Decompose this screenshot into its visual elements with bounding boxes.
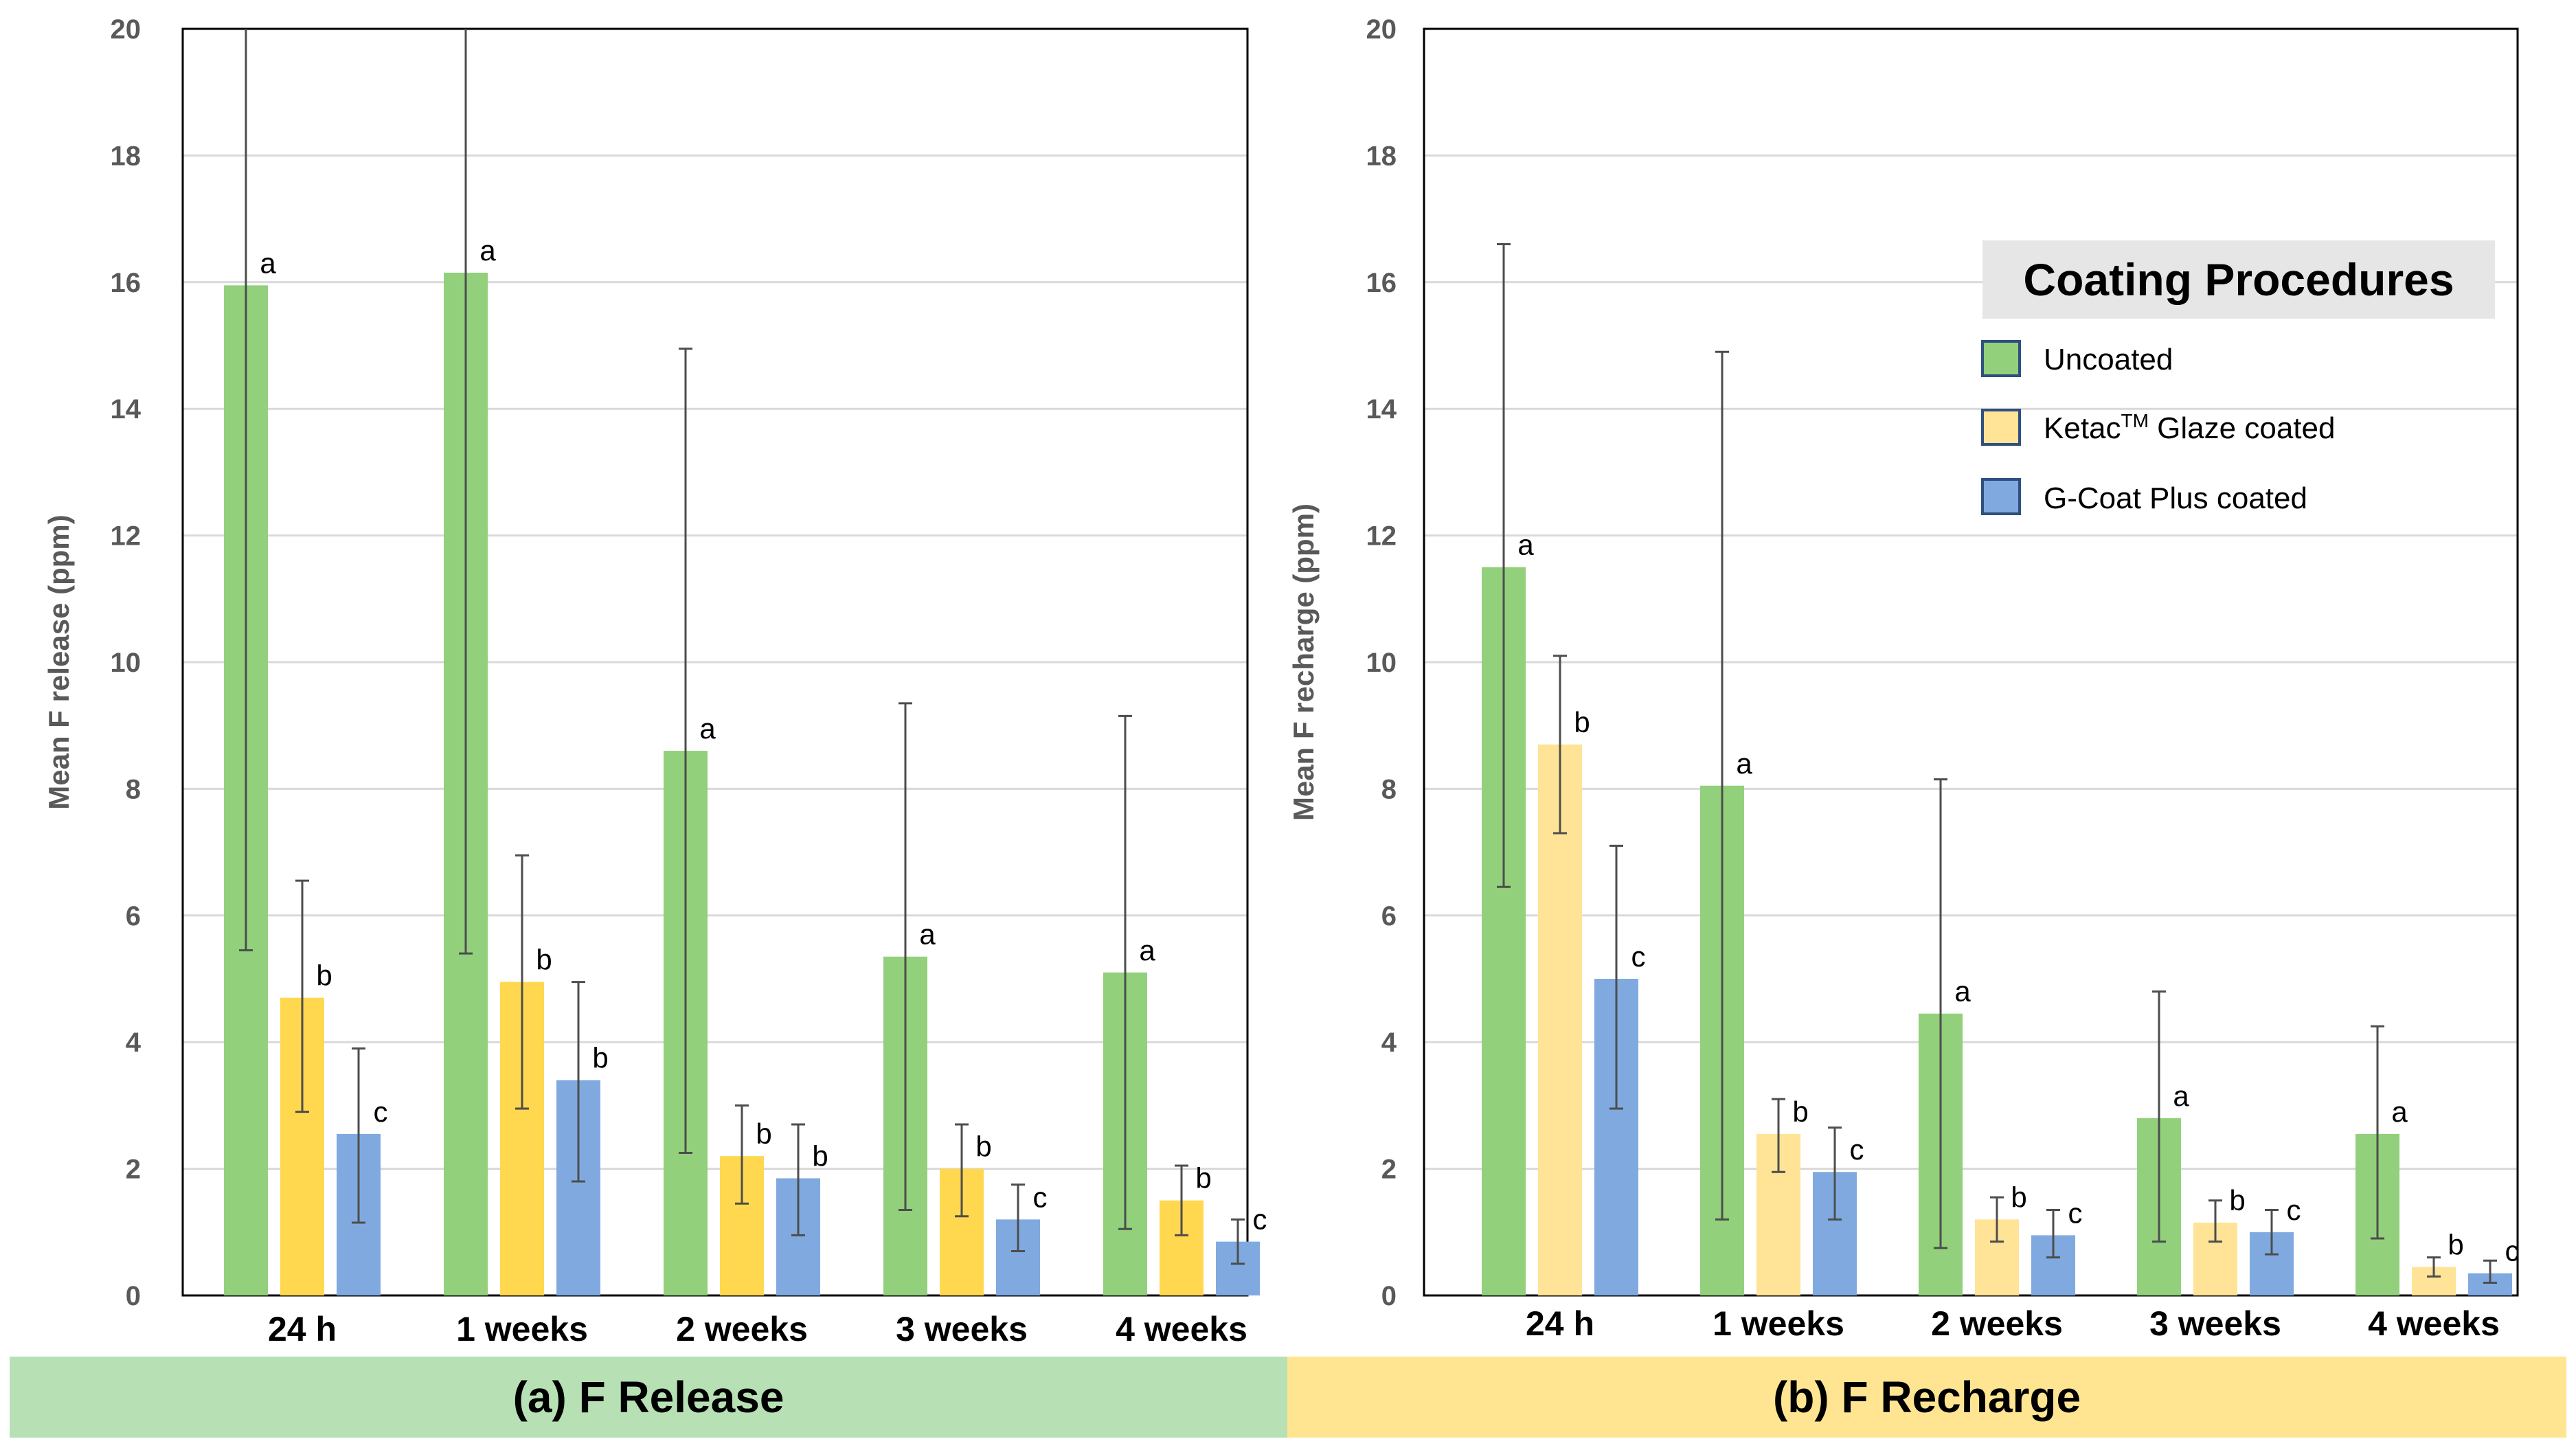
significance-label: c [2068, 1197, 2083, 1229]
y-tick-label: 16 [1366, 268, 1397, 298]
x-category-label: 2 weeks [1931, 1304, 2063, 1343]
significance-label: a [2391, 1096, 2408, 1128]
y-tick-label: 18 [111, 141, 142, 171]
panel-a-chart: 0 2 4 6 8 10 12 14 16 18 20 Mean F release (ppm) a b c… [43, 14, 1267, 1348]
significance-label: b [316, 960, 332, 992]
y-tick-label: 8 [126, 774, 141, 804]
significance-label: b [2229, 1184, 2245, 1216]
x-category-label: 2 weeks [676, 1310, 808, 1348]
y-tick-label: 14 [111, 394, 142, 424]
panel-a-title-band [10, 1357, 1287, 1438]
significance-label: a [919, 918, 936, 951]
plot-area-border [181, 27, 1249, 1297]
panel-a-title: (a) F Release [513, 1372, 784, 1422]
significance-label: a [260, 247, 276, 279]
y-axis-label: Mean F release (ppm) [43, 514, 75, 809]
y-tick-label: 20 [1366, 14, 1397, 45]
panel-b-title: (b) F Recharge [1773, 1372, 2081, 1422]
significance-label: a [479, 234, 496, 267]
y-tick-label: 2 [1381, 1155, 1397, 1185]
significance-label: b [756, 1118, 771, 1150]
y-tick-label: 12 [1366, 521, 1397, 552]
significance-label: b [1792, 1096, 1808, 1128]
legend-swatch-ketac [1981, 409, 2021, 446]
y-tick-label: 16 [111, 268, 142, 298]
y-tick-label: 18 [1366, 141, 1397, 171]
significance-label: c [2287, 1194, 2301, 1226]
legend-label-gcoat: G-Coat Plus coated [2044, 482, 2307, 515]
significance-label: b [1195, 1162, 1211, 1194]
y-tick-label: 8 [1381, 774, 1397, 804]
significance-label: a [1139, 934, 1155, 966]
significance-label: c [2505, 1235, 2520, 1267]
significance-label: b [536, 944, 552, 976]
x-category-label: 24 h [1526, 1304, 1594, 1343]
x-category-label: 3 weeks [896, 1310, 1028, 1348]
significance-label: b [2011, 1181, 2026, 1213]
x-category-label: 1 weeks [456, 1310, 588, 1348]
significance-label: c [1631, 940, 1646, 973]
x-category-label: 1 weeks [1713, 1304, 1844, 1343]
significance-label: b [975, 1131, 991, 1163]
legend-title-background [1982, 240, 2495, 319]
y-tick-label: 4 [126, 1028, 142, 1058]
plot-area-border [1423, 27, 2519, 1297]
y-axis-label: Mean F recharge (ppm) [1287, 503, 1320, 821]
significance-label: b [592, 1042, 608, 1074]
y-tick-label: 14 [1366, 394, 1397, 424]
significance-label: c [1033, 1181, 1048, 1213]
panel-b-chart: 0 2 4 6 8 10 12 14 16 18 20 Mean F recharge (ppm) a b… [1287, 14, 2520, 1343]
y-tick-label: 20 [111, 14, 142, 45]
x-category-label: 3 weeks [2149, 1304, 2281, 1343]
bar [1538, 744, 1582, 1295]
y-tick-label: 10 [111, 648, 142, 678]
panel-b-title-band [1287, 1357, 2566, 1438]
significance-label: a [2173, 1080, 2189, 1112]
significance-label: a [1736, 747, 1752, 780]
legend-label-uncoated: Uncoated [2044, 343, 2173, 376]
significance-label: b [2448, 1229, 2463, 1261]
significance-label: c [1850, 1133, 1864, 1166]
significance-label: a [1954, 975, 1971, 1008]
x-category-label: 4 weeks [1116, 1310, 1247, 1348]
significance-label: b [1574, 706, 1590, 738]
x-category-label: 24 h [268, 1310, 337, 1348]
significance-label: b [812, 1140, 828, 1172]
legend: Coating Procedures Uncoated KetacTM Glaz… [1981, 240, 2495, 515]
legend-swatch-gcoat [1981, 478, 2021, 515]
significance-label: a [699, 712, 716, 745]
y-tick-label: 6 [126, 901, 141, 931]
y-tick-label: 10 [1366, 648, 1397, 678]
y-tick-label: 0 [126, 1281, 141, 1311]
y-tick-label: 4 [1381, 1028, 1397, 1058]
significance-label: c [1253, 1203, 1267, 1236]
legend-swatch-uncoated [1981, 340, 2021, 377]
legend-title: Coating Procedures [2023, 254, 2454, 305]
significance-label: a [1517, 529, 1534, 561]
x-category-label: 4 weeks [2368, 1304, 2500, 1343]
y-tick-label: 12 [111, 521, 142, 552]
y-tick-label: 6 [1381, 901, 1397, 931]
y-tick-label: 2 [126, 1155, 141, 1185]
legend-label-ketac: KetacTM Glaze coated [2044, 410, 2335, 445]
significance-label: c [374, 1096, 388, 1128]
y-tick-label: 0 [1381, 1281, 1397, 1311]
